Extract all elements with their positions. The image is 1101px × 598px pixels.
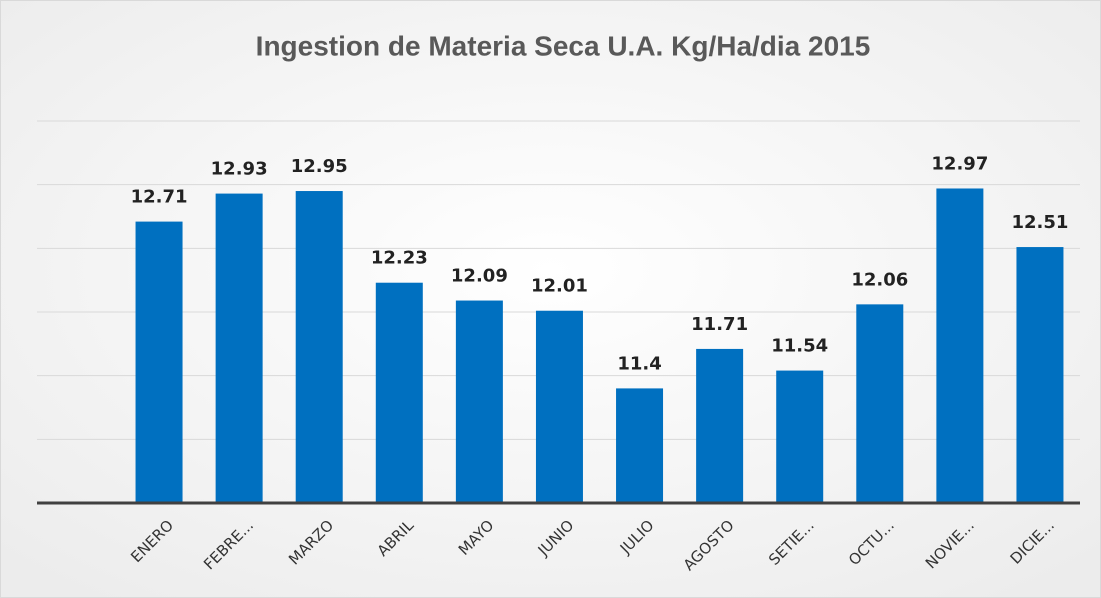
value-label: 12.06 bbox=[851, 269, 908, 290]
chart-title: Ingestion de Materia Seca U.A. Kg/Ha/dia… bbox=[256, 30, 871, 61]
value-label: 11.71 bbox=[691, 314, 748, 335]
bar bbox=[776, 370, 824, 503]
value-label: 11.54 bbox=[771, 336, 828, 357]
value-label: 12.95 bbox=[291, 156, 348, 177]
value-label: 12.51 bbox=[1011, 212, 1068, 233]
bar bbox=[215, 193, 263, 503]
value-label: 12.93 bbox=[211, 159, 268, 180]
value-label: 12.09 bbox=[451, 266, 508, 287]
bar bbox=[616, 388, 664, 503]
bar bbox=[1016, 247, 1064, 503]
value-label: 11.4 bbox=[617, 353, 661, 374]
bar bbox=[375, 282, 423, 503]
value-label: 12.97 bbox=[931, 153, 988, 174]
bar bbox=[135, 221, 183, 504]
bar bbox=[696, 348, 744, 503]
bar bbox=[936, 188, 984, 503]
value-label: 12.71 bbox=[131, 187, 188, 208]
value-label: 12.01 bbox=[531, 276, 588, 297]
value-label: 12.23 bbox=[371, 248, 428, 269]
bar bbox=[535, 310, 583, 503]
bar bbox=[856, 304, 904, 503]
bar bbox=[455, 300, 503, 503]
bar bbox=[295, 191, 343, 504]
